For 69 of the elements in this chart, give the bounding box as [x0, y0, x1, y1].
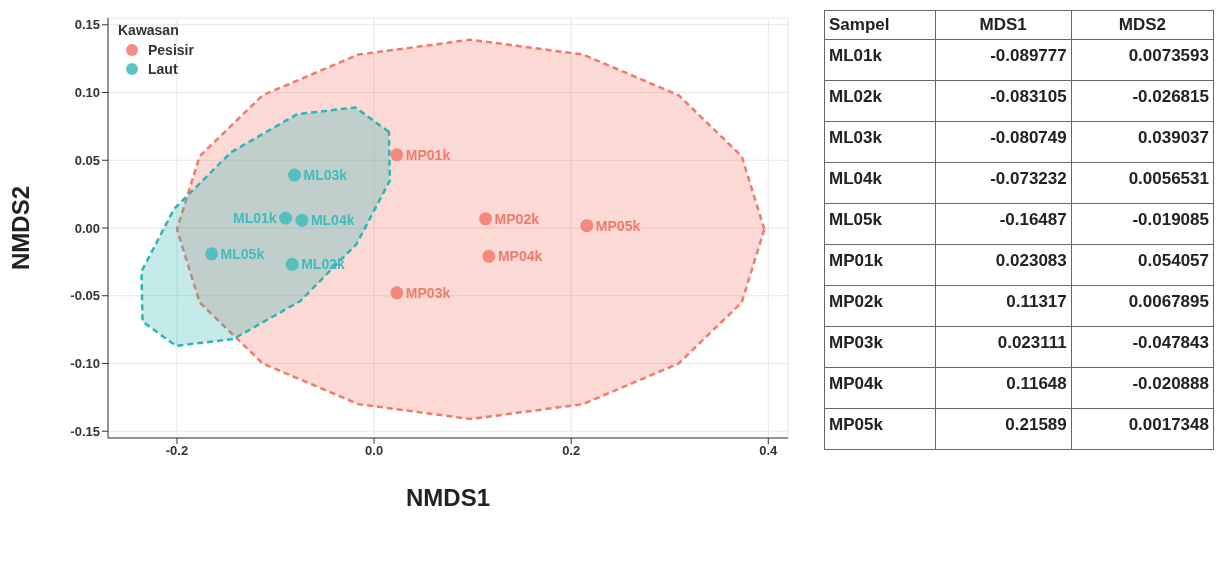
y-tick-label: -0.05	[70, 288, 100, 304]
annotation: MP03k	[405, 284, 451, 301]
y-tick-label: ML05k	[824, 203, 936, 245]
y-tick-label: MP02k	[824, 285, 936, 327]
data-label: 0.0056531	[1071, 162, 1214, 204]
y-tick-label: ML04k	[824, 162, 936, 204]
y-axis-title: NMDS2	[6, 185, 34, 271]
annotation: ML04k	[310, 212, 355, 229]
data-label: -0.019085	[1071, 203, 1214, 245]
x-tick-label: -0.2	[165, 443, 189, 459]
y-tick-label: 0.10	[74, 85, 100, 101]
annotation: MP02k	[494, 210, 540, 227]
data-label: 0.0073593	[1071, 39, 1214, 81]
data-label: 0.0017348	[1071, 408, 1214, 450]
legend-label: Laut	[148, 61, 178, 77]
data-label: 0.023111	[935, 326, 1072, 368]
data-label: 0.11317	[935, 285, 1072, 327]
data-label: -0.089777	[935, 39, 1072, 81]
x-tick-label: 0.2	[562, 443, 581, 459]
point	[295, 213, 309, 227]
y-tick-label: -0.10	[70, 356, 100, 372]
y-tick-label: 0.00	[74, 220, 100, 236]
annotation: ML03k	[303, 167, 348, 184]
annotation: MP01k	[405, 146, 451, 163]
y-tick-label: ML03k	[824, 121, 936, 163]
y-tick-label: MP03k	[824, 326, 936, 368]
point	[580, 219, 594, 233]
y-axis-title: Sampel	[824, 10, 936, 40]
annotation: MP05k	[595, 217, 641, 234]
x-tick-label: 0.4	[759, 443, 779, 459]
point	[390, 286, 404, 300]
point	[479, 212, 493, 226]
point	[288, 168, 302, 182]
legend-label: Pesisir	[148, 42, 194, 58]
data-label: -0.16487	[935, 203, 1072, 245]
x-axis-title: NMDS1	[405, 484, 491, 511]
point	[482, 249, 496, 263]
x-tick-label: MDS1	[935, 10, 1072, 40]
annotation: ML02k	[301, 256, 345, 273]
data-label: -0.080749	[935, 121, 1072, 163]
data-label: 0.039037	[1071, 121, 1214, 163]
point	[205, 247, 219, 261]
data-label: 0.0067895	[1071, 285, 1214, 327]
y-tick-label: 0.05	[74, 152, 100, 168]
data-label: -0.083105	[935, 80, 1072, 122]
data-label: -0.047843	[1071, 326, 1214, 368]
point	[279, 211, 293, 225]
y-tick-label: MP04k	[824, 367, 936, 409]
y-tick-label: 0.15	[74, 17, 100, 33]
data-label: 0.023083	[935, 244, 1072, 286]
data-label: -0.020888	[1071, 367, 1214, 409]
legend-title: Kawasan	[118, 22, 180, 38]
y-tick-label: ML02k	[824, 80, 936, 122]
annotation: ML01k	[233, 210, 277, 226]
data-label: -0.073232	[935, 162, 1072, 204]
point	[285, 257, 299, 271]
x-tick-label: 0.0	[365, 443, 384, 459]
annotation: ML05k	[220, 245, 265, 262]
y-tick-label: ML01k	[824, 39, 936, 81]
data-label: 0.21589	[935, 408, 1072, 450]
x-tick-label: MDS2	[1071, 10, 1214, 40]
data-label: 0.054057	[1071, 244, 1214, 286]
annotation: MP04k	[497, 248, 543, 265]
data-label: 0.11648	[935, 367, 1072, 409]
data-label: -0.026815	[1071, 80, 1214, 122]
y-tick-label: MP01k	[824, 244, 936, 286]
y-tick-label: -0.15	[70, 423, 100, 439]
y-tick-label: MP05k	[824, 408, 936, 450]
point	[390, 148, 404, 162]
